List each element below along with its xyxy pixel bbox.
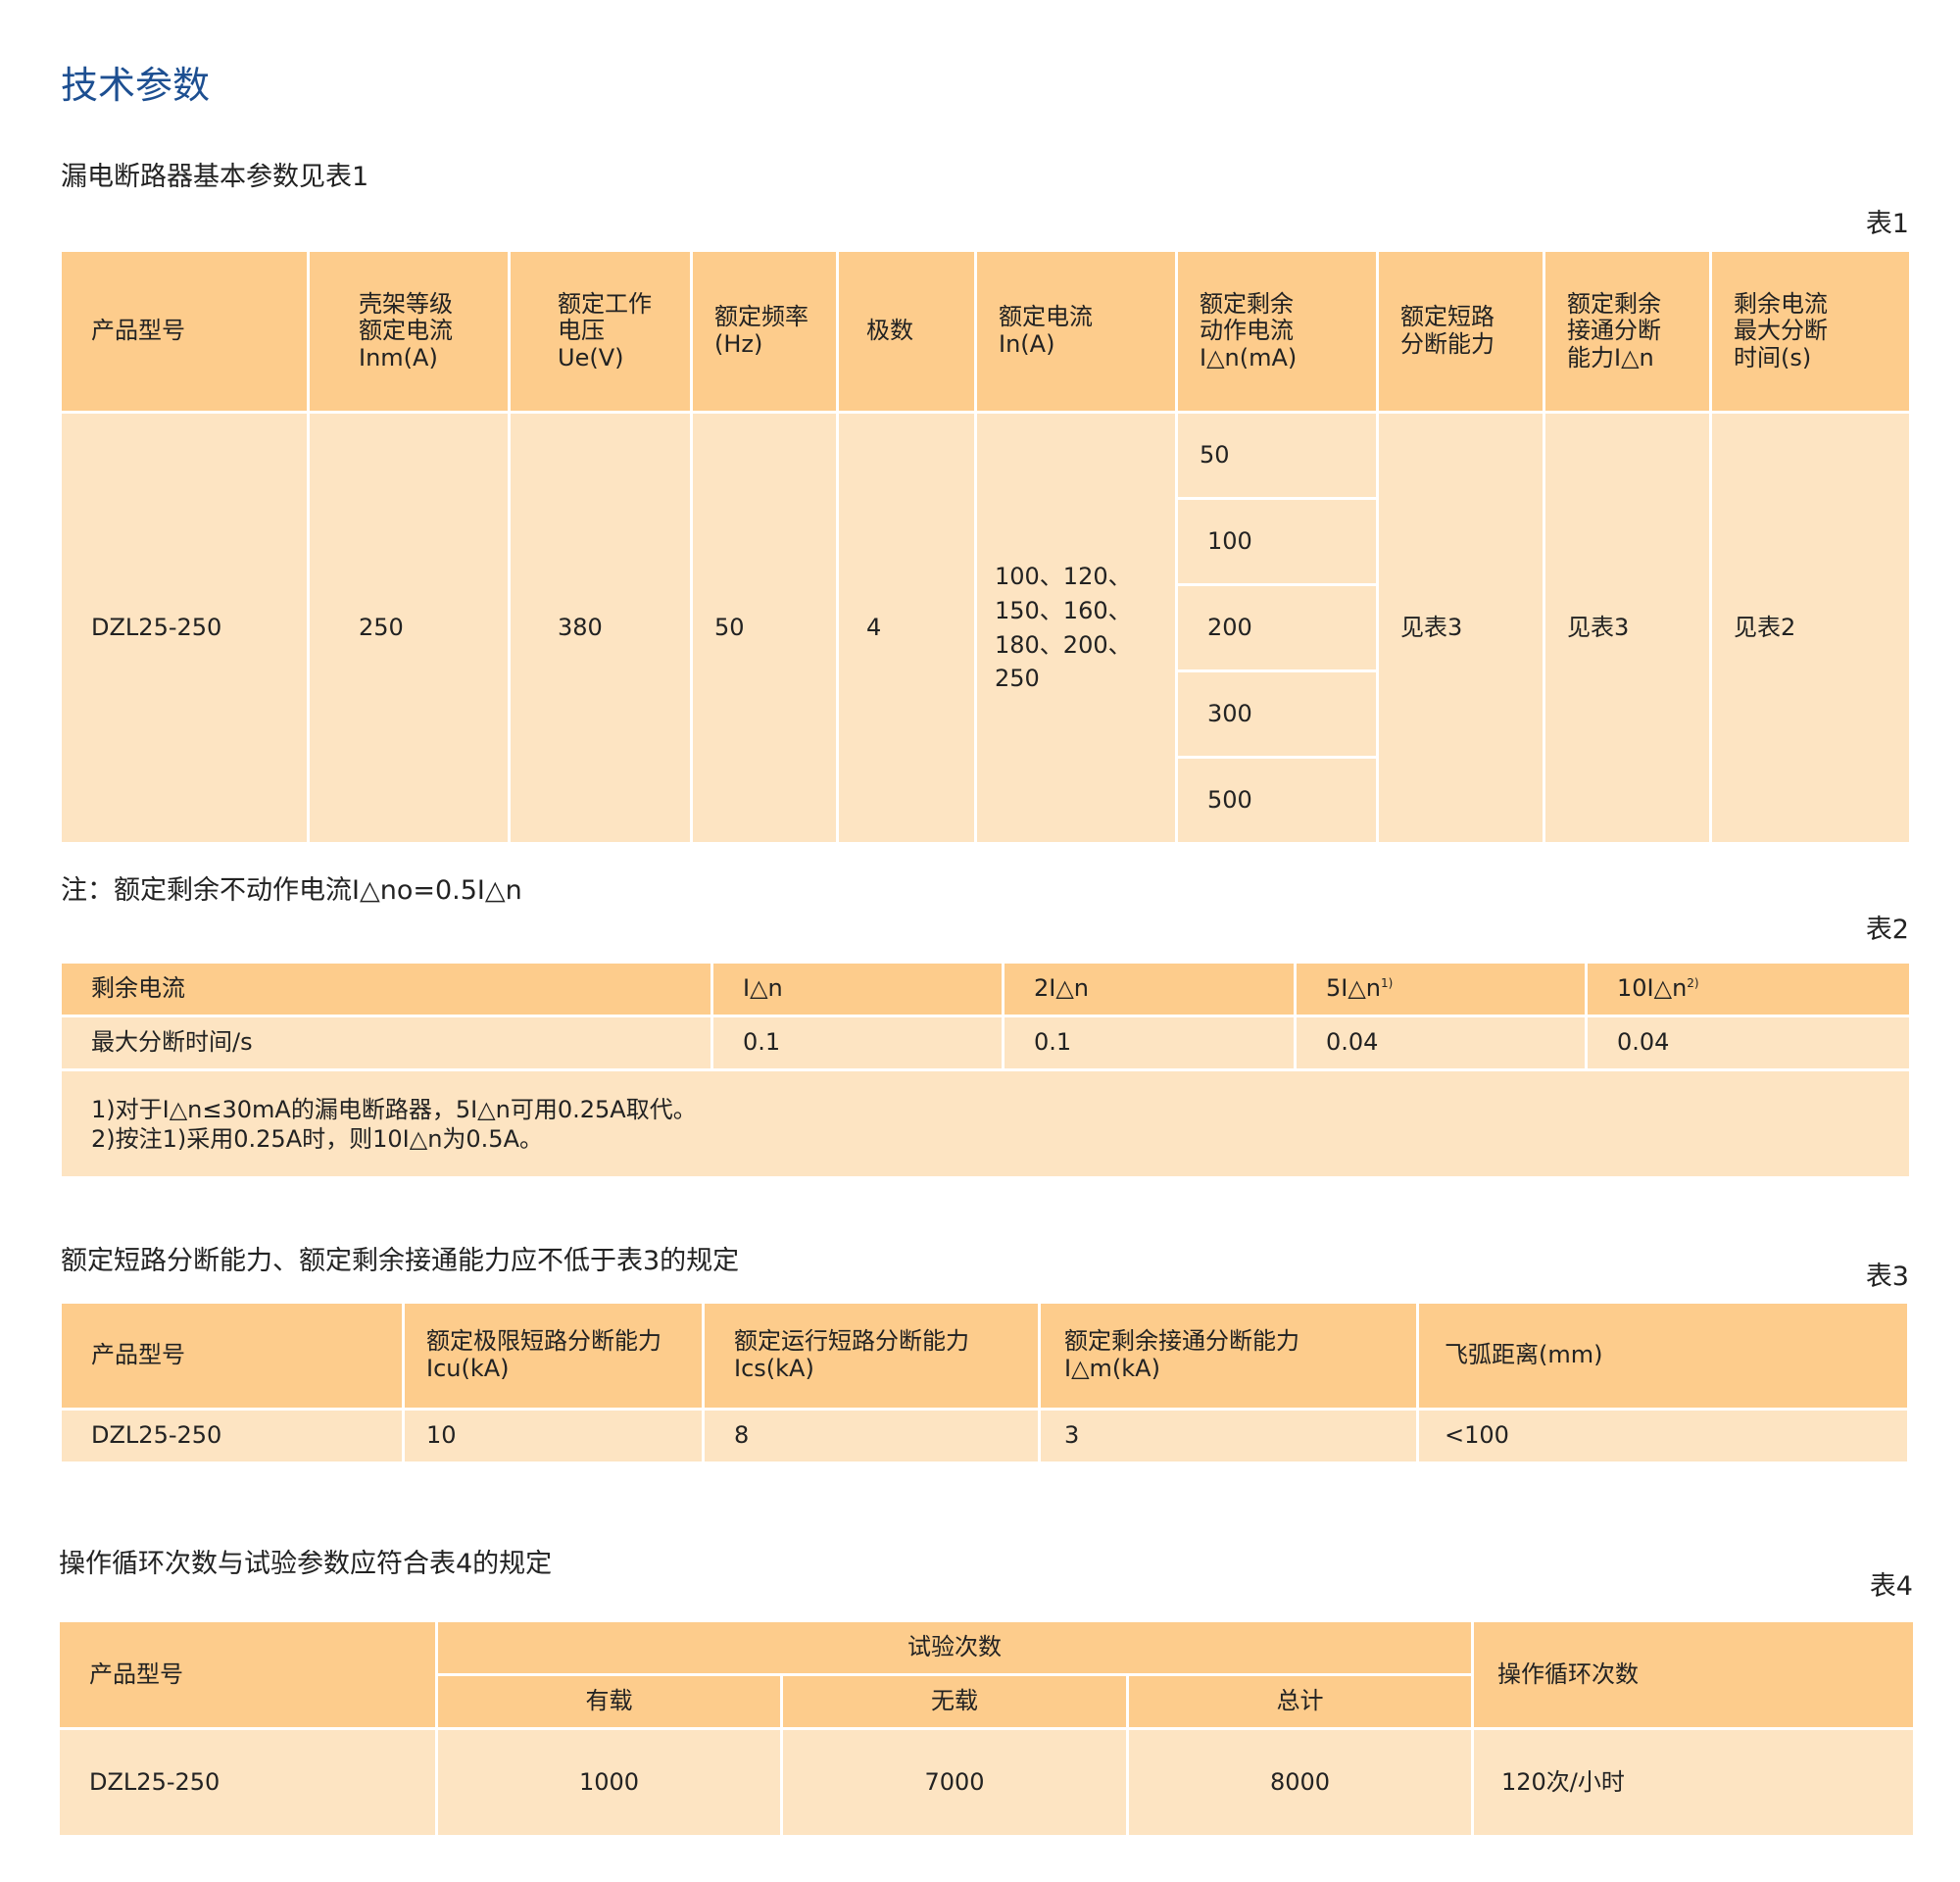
table-2: 剩余电流 I△n 2I△n 5I△n1) 10I△n2) 最大分断时间/s 0.…: [59, 961, 1912, 1179]
footnotes-cell: 1)对于I△n≤30mA的漏电断路器，5I△n可用0.25A取代。 2)按注1)…: [59, 1068, 1912, 1179]
idn-cell: 500: [1175, 756, 1379, 845]
section4-heading: 操作循环次数与试验参数应符合表4的规定: [59, 1549, 553, 1579]
footnotes-row: 1)对于I△n≤30mA的漏电断路器，5I△n可用0.25A取代。 2)按注1)…: [59, 1068, 1912, 1179]
poles-cell: 4: [836, 411, 977, 845]
header-cell: 产品型号: [59, 249, 310, 414]
header-cell: 额定短路 分断能力: [1376, 249, 1545, 414]
residual-make-break-cell: 见表3: [1543, 411, 1712, 845]
value-cell: 1000: [435, 1727, 783, 1838]
in-cell: 100、120、 150、160、 180、200、 250: [974, 411, 1178, 845]
table-row: DZL25-250 1000 7000 8000 120次/小时: [57, 1727, 1916, 1838]
table4-subheader-row: 有载 无载 总计: [59, 1673, 1915, 1730]
value-cell: 0.1: [1002, 1015, 1297, 1071]
header-cell: 剩余电流: [59, 961, 713, 1017]
value-cell: 10: [402, 1408, 705, 1464]
header-cell: 剩余电流 最大分断 时间(s): [1709, 249, 1912, 414]
section1-heading: 漏电断路器基本参数见表1: [61, 162, 369, 192]
value-cell: 3: [1038, 1408, 1419, 1464]
header-cell: 飞弧距离(mm): [1416, 1301, 1910, 1411]
table-1: 产品型号 壳架等级 额定电流 Inm(A) 额定工作 电压 Ue(V) 额定频率…: [59, 249, 1912, 845]
table-4: 产品型号 试验次数 操作循环次数 有载 无载 总计 DZL25-250 1000…: [57, 1619, 1916, 1838]
idn-cell: 50: [1175, 411, 1379, 500]
table2-label: 表2: [1865, 915, 1909, 945]
idn-cell: 100: [1175, 497, 1379, 586]
table4-header-row: 产品型号 试验次数 操作循环次数: [57, 1619, 1916, 1730]
short-circuit-cell: 见表3: [1376, 411, 1545, 845]
table1-label: 表1: [1865, 209, 1909, 239]
table3-label: 表3: [1865, 1262, 1909, 1292]
header-cell: 额定极限短路分断能力 Icu(kA): [402, 1301, 705, 1411]
max-break-time-cell: 见表2: [1709, 411, 1912, 845]
header-cell: 有载: [435, 1673, 783, 1730]
model-cell: DZL25-250: [59, 1408, 405, 1464]
table1-header-row: 产品型号 壳架等级 额定电流 Inm(A) 额定工作 电压 Ue(V) 额定频率…: [59, 249, 1912, 414]
value-cell: 7000: [780, 1727, 1129, 1838]
header-cell: 额定频率 (Hz): [690, 249, 839, 414]
ue-cell: 380: [508, 411, 693, 845]
table2-header-row: 剩余电流 I△n 2I△n 5I△n1) 10I△n2): [59, 961, 1912, 1017]
table-row: 最大分断时间/s 0.1 0.1 0.04 0.04: [59, 1015, 1912, 1071]
header-cell: 无载: [780, 1673, 1129, 1730]
table-3: 产品型号 额定极限短路分断能力 Icu(kA) 额定运行短路分断能力 Ics(k…: [59, 1301, 1910, 1464]
table-row: DZL25-250 250 380 50 4 100、120、 150、160、…: [59, 411, 1912, 845]
value-cell: <100: [1416, 1408, 1910, 1464]
header-cell: I△n: [710, 961, 1004, 1017]
header-cell: 额定运行短路分断能力 Ics(kA): [702, 1301, 1041, 1411]
header-cell: 10I△n2): [1585, 961, 1912, 1017]
model-cell: DZL25-250: [57, 1727, 438, 1838]
header-cell: 产品型号: [57, 1619, 438, 1730]
model-cell: DZL25-250: [59, 411, 310, 845]
row-label-cell: 最大分断时间/s: [59, 1015, 713, 1071]
value-cell: 120次/小时: [1471, 1727, 1916, 1838]
table-row: DZL25-250 10 8 3 <100: [59, 1408, 1910, 1464]
header-cell: 额定工作 电压 Ue(V): [508, 249, 693, 414]
section3-heading: 额定短路分断能力、额定剩余接通能力应不低于表3的规定: [61, 1246, 740, 1276]
header-cell: 操作循环次数: [1471, 1619, 1916, 1730]
header-cell: 试验次数: [435, 1619, 1474, 1676]
header-cell: 额定电流 In(A): [974, 249, 1178, 414]
value-cell: 0.04: [1585, 1015, 1912, 1071]
inm-cell: 250: [307, 411, 511, 845]
table4-label: 表4: [1869, 1571, 1913, 1602]
header-cell: 额定剩余 动作电流 I△n(mA): [1175, 249, 1379, 414]
idn-cell: 300: [1175, 669, 1379, 759]
hz-cell: 50: [690, 411, 839, 845]
header-cell: 产品型号: [59, 1301, 405, 1411]
table1-note: 注：额定剩余不动作电流I△no=0.5I△n: [61, 875, 522, 906]
footnote: 1)对于I△n≤30mA的漏电断路器，5I△n可用0.25A取代。: [91, 1095, 697, 1123]
header-cell: 额定剩余 接通分断 能力I△n: [1543, 249, 1712, 414]
footnote: 2)按注1)采用0.25A时，则10I△n为0.5A。: [91, 1124, 543, 1153]
header-cell: 5I△n1): [1294, 961, 1588, 1017]
value-cell: 0.04: [1294, 1015, 1588, 1071]
table3-header-row: 产品型号 额定极限短路分断能力 Icu(kA) 额定运行短路分断能力 Ics(k…: [59, 1301, 1910, 1411]
header-cell: 额定剩余接通分断能力 I△m(kA): [1038, 1301, 1419, 1411]
header-cell: 总计: [1126, 1673, 1474, 1730]
page-title: 技术参数: [61, 64, 211, 107]
idn-cell: 200: [1175, 583, 1379, 672]
value-cell: 8: [702, 1408, 1041, 1464]
header-cell: 极数: [836, 249, 977, 414]
header-cell: 壳架等级 额定电流 Inm(A): [307, 249, 511, 414]
value-cell: 8000: [1126, 1727, 1474, 1838]
header-cell: 2I△n: [1002, 961, 1297, 1017]
value-cell: 0.1: [710, 1015, 1004, 1071]
